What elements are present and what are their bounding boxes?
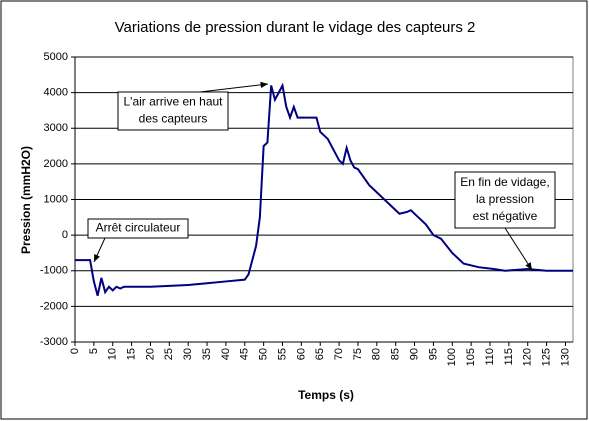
annotation-arrow [504, 227, 533, 271]
x-tick-label: 110 [484, 348, 496, 366]
x-tick-label: 20 [144, 348, 156, 360]
annotation-text: Arrêt circulateur [96, 221, 181, 235]
y-tick-label: 5000 [44, 51, 68, 63]
y-tick-label: 2000 [44, 158, 68, 170]
annotation-arrowhead [94, 254, 100, 262]
x-axis-title: Temps (s) [298, 388, 354, 402]
x-tick-label: 30 [182, 348, 194, 360]
x-tick-label: 40 [220, 348, 232, 360]
y-tick-label: -1000 [40, 265, 68, 277]
x-tick-label: 0 [69, 348, 81, 354]
annotation-box [87, 218, 189, 239]
x-tick-label: 75 [352, 348, 364, 360]
y-tick-label: 4000 [44, 87, 68, 99]
x-tick-label: 65 [314, 348, 326, 360]
annotation-arrowhead [260, 81, 268, 88]
x-tick-label: 45 [239, 348, 251, 360]
annotation-text: est négative [473, 209, 538, 223]
x-tick-label: 120 [522, 348, 534, 366]
x-tick-label: 10 [107, 348, 119, 360]
x-tick-label: 50 [258, 348, 270, 360]
annotation-arrow [199, 83, 269, 93]
annotation-text: la pression [476, 192, 534, 206]
y-axis-title: Pression (mmH2O) [19, 146, 33, 254]
annotation-text: des capteurs [139, 112, 208, 126]
y-tick-label: -3000 [40, 336, 68, 348]
chart-title: Variations de pression durant le vidage … [115, 19, 476, 36]
x-tick-label: 90 [408, 348, 420, 360]
x-tick-label: 5 [88, 348, 100, 354]
annotation-box [454, 171, 556, 229]
x-tick-label: 60 [295, 348, 307, 360]
x-tick-label: 25 [163, 348, 175, 360]
x-tick-label: 15 [125, 348, 137, 360]
x-tick-label: 130 [559, 348, 571, 366]
x-tick-label: 100 [446, 348, 458, 366]
x-tick-label: 35 [201, 348, 213, 360]
x-tick-label: 95 [427, 348, 439, 360]
annotation-text: L'air arrive en haut [123, 95, 223, 109]
x-tick-label: 105 [465, 348, 477, 366]
x-tick-label: 70 [333, 348, 345, 360]
data-line [75, 82, 573, 296]
x-tick-label: 125 [540, 348, 552, 366]
x-tick-label: 55 [276, 348, 288, 360]
annotation-text: En fin de vidage, [460, 175, 549, 189]
x-tick-label: 115 [503, 348, 515, 366]
annotation-arrowhead [525, 262, 532, 270]
x-tick-label: 85 [390, 348, 402, 360]
y-tick-label: 3000 [44, 122, 68, 134]
y-tick-label: -2000 [40, 300, 68, 312]
y-tick-label: 0 [62, 229, 68, 241]
annotation-box [117, 91, 229, 131]
y-tick-label: 1000 [44, 193, 68, 205]
x-tick-label: 80 [371, 348, 383, 360]
